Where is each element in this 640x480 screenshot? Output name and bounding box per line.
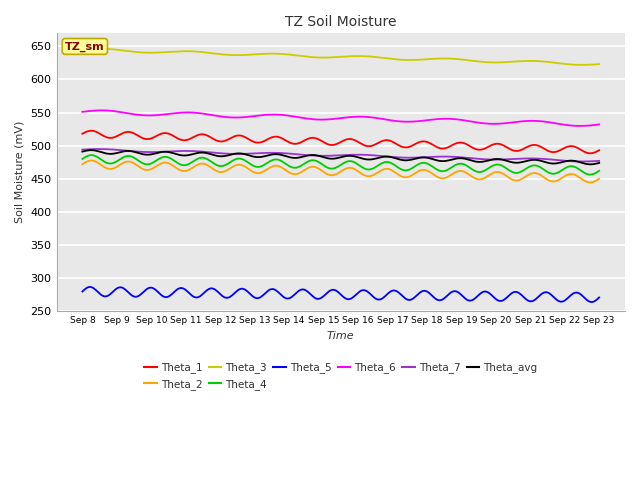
- Theta_4: [359, 165, 367, 171]
- Legend: Theta_1, Theta_2, Theta_3, Theta_4, Theta_5, Theta_6, Theta_7, Theta_avg: Theta_1, Theta_2, Theta_3, Theta_4, Thet…: [140, 359, 541, 394]
- Theta_1: [586, 150, 594, 156]
- X-axis label: Time: Time: [327, 331, 355, 341]
- Theta_3: [328, 54, 336, 60]
- Theta_3: [359, 53, 367, 59]
- Line: Theta_6: Theta_6: [83, 110, 599, 126]
- Theta_6: [387, 118, 395, 123]
- Theta_3: [503, 59, 511, 65]
- Theta_1: [584, 150, 591, 156]
- Theta_5: [588, 299, 596, 305]
- Theta_6: [575, 123, 583, 129]
- Theta_2: [88, 157, 95, 163]
- Theta_2: [325, 172, 333, 178]
- Theta_3: [578, 62, 586, 68]
- Theta_6: [79, 109, 86, 115]
- Theta_avg: [328, 156, 336, 162]
- Theta_avg: [503, 158, 511, 164]
- Theta_1: [359, 142, 367, 148]
- Theta_1: [503, 144, 511, 150]
- Line: Theta_avg: Theta_avg: [83, 150, 599, 164]
- Theta_2: [503, 173, 511, 179]
- Theta_5: [86, 284, 93, 290]
- Line: Theta_3: Theta_3: [83, 49, 599, 65]
- Theta_3: [79, 47, 86, 52]
- Theta_4: [387, 160, 395, 166]
- Theta_3: [325, 55, 333, 60]
- Theta_7: [387, 154, 395, 160]
- Theta_7: [328, 153, 336, 158]
- Theta_2: [595, 176, 603, 182]
- Theta_5: [387, 288, 395, 294]
- Theta_4: [584, 171, 591, 177]
- Theta_1: [328, 142, 336, 148]
- Theta_6: [328, 116, 336, 122]
- Theta_4: [325, 165, 333, 171]
- Theta_6: [585, 123, 593, 129]
- Theta_7: [503, 156, 511, 162]
- Theta_4: [88, 152, 95, 158]
- Theta_5: [359, 287, 367, 293]
- Theta_7: [578, 158, 586, 164]
- Theta_6: [359, 114, 367, 120]
- Theta_5: [503, 294, 511, 300]
- Line: Theta_5: Theta_5: [83, 287, 599, 302]
- Theta_4: [586, 172, 594, 178]
- Theta_4: [328, 166, 336, 171]
- Theta_5: [584, 298, 591, 303]
- Theta_7: [325, 153, 333, 159]
- Theta_7: [359, 152, 367, 157]
- Theta_avg: [359, 156, 367, 162]
- Theta_1: [88, 128, 95, 133]
- Theta_avg: [79, 149, 86, 155]
- Line: Theta_7: Theta_7: [83, 149, 599, 161]
- Theta_2: [584, 180, 591, 185]
- Theta_7: [96, 146, 104, 152]
- Theta_4: [503, 166, 511, 172]
- Theta_avg: [325, 156, 333, 161]
- Theta_3: [387, 56, 395, 62]
- Y-axis label: Soil Moisture (mV): Soil Moisture (mV): [15, 121, 25, 223]
- Line: Theta_1: Theta_1: [83, 131, 599, 153]
- Theta_3: [585, 62, 593, 68]
- Title: TZ Soil Moisture: TZ Soil Moisture: [285, 15, 397, 29]
- Theta_5: [325, 288, 333, 294]
- Theta_5: [79, 288, 86, 294]
- Theta_5: [328, 287, 336, 293]
- Theta_3: [96, 46, 104, 52]
- Theta_2: [359, 172, 367, 178]
- Theta_1: [325, 142, 333, 147]
- Theta_6: [595, 121, 603, 127]
- Theta_4: [595, 168, 603, 174]
- Theta_avg: [587, 161, 595, 167]
- Theta_5: [595, 295, 603, 300]
- Theta_2: [387, 167, 395, 173]
- Theta_2: [328, 172, 336, 178]
- Line: Theta_2: Theta_2: [83, 160, 599, 182]
- Theta_7: [79, 147, 86, 153]
- Theta_2: [586, 180, 594, 185]
- Line: Theta_4: Theta_4: [83, 155, 599, 175]
- Theta_6: [325, 117, 333, 122]
- Theta_6: [503, 120, 511, 126]
- Theta_1: [595, 147, 603, 153]
- Theta_1: [387, 138, 395, 144]
- Theta_1: [79, 131, 86, 137]
- Theta_6: [98, 108, 106, 113]
- Theta_avg: [387, 154, 395, 160]
- Theta_7: [595, 158, 603, 164]
- Text: TZ_sm: TZ_sm: [65, 41, 105, 51]
- Theta_7: [585, 158, 593, 164]
- Theta_avg: [595, 160, 603, 166]
- Theta_3: [595, 61, 603, 67]
- Theta_2: [79, 161, 86, 167]
- Theta_4: [79, 156, 86, 162]
- Theta_avg: [584, 161, 591, 167]
- Theta_avg: [87, 147, 95, 153]
